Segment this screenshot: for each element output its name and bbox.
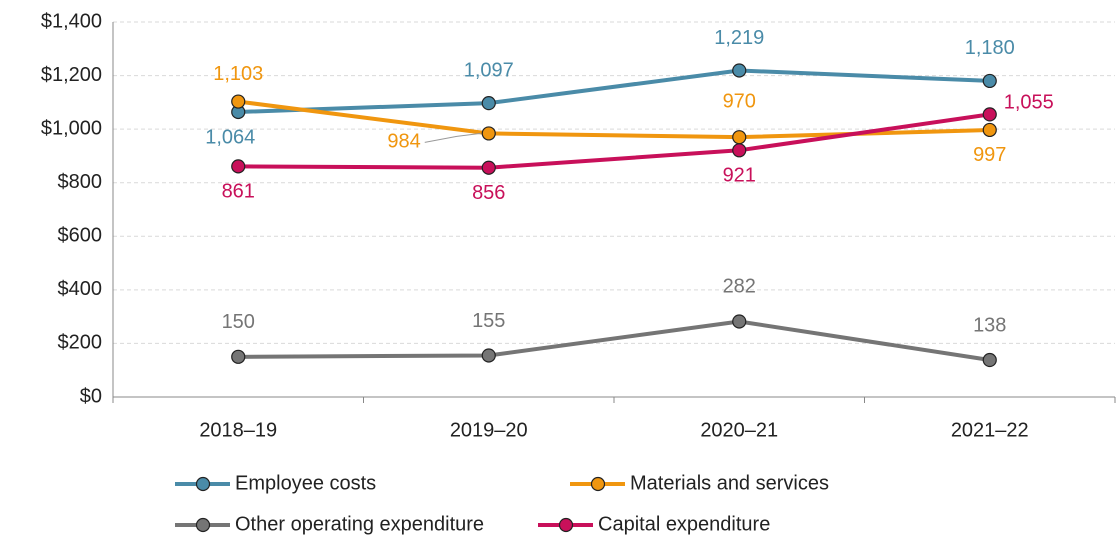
marker [481, 126, 496, 141]
data-label: 282 [723, 276, 756, 298]
legend-label: Employee costs [235, 472, 376, 494]
legend-label: Other operating expenditure [235, 513, 484, 535]
leader-line [424, 132, 481, 143]
data-label: 921 [723, 165, 756, 187]
marker [481, 96, 496, 111]
data-label: 856 [472, 182, 505, 204]
marker [481, 348, 496, 363]
data-label: 1,103 [213, 63, 263, 85]
legend-marker [590, 476, 606, 492]
marker [732, 63, 747, 78]
y-tick-label: $600 [58, 225, 103, 247]
y-tick-label: $800 [58, 171, 103, 193]
marker [231, 159, 246, 174]
data-label: 1,064 [205, 126, 255, 148]
marker [982, 122, 997, 138]
legend-marker [195, 476, 211, 492]
marker [481, 160, 496, 175]
data-label: 1,219 [714, 27, 764, 49]
data-label: 997 [973, 144, 1006, 166]
legend-label: Materials and services [630, 472, 829, 494]
marker [231, 349, 246, 364]
data-label: 1,180 [965, 37, 1015, 59]
x-tick-label: 2019–20 [450, 419, 528, 441]
data-label: 1,055 [1004, 92, 1054, 114]
data-label: 1,097 [464, 59, 514, 81]
data-label: 155 [472, 310, 505, 332]
data-label: 970 [723, 90, 756, 112]
y-tick-label: $400 [58, 278, 103, 300]
data-label: 150 [222, 311, 255, 333]
data-label: 984 [387, 131, 420, 153]
marker [982, 73, 997, 89]
marker [982, 107, 997, 122]
marker [231, 94, 246, 109]
data-label: 138 [973, 314, 1006, 336]
marker [732, 143, 747, 158]
y-tick-label: $200 [58, 332, 103, 354]
y-tick-label: $1,000 [41, 117, 102, 139]
y-tick-label: $1,200 [41, 64, 102, 86]
legend-label: Capital expenditure [598, 513, 770, 535]
marker [732, 130, 747, 145]
x-tick-label: 2018–19 [199, 419, 277, 441]
series-line [238, 319, 991, 363]
y-tick-label: $0 [80, 385, 102, 407]
x-tick-label: 2020–21 [700, 419, 778, 441]
series-line [238, 68, 990, 114]
legend-marker [195, 517, 211, 533]
x-tick-label: 2021–22 [951, 419, 1029, 441]
data-label: 861 [222, 181, 255, 203]
legend-marker [558, 517, 574, 533]
series-line [238, 112, 991, 170]
marker [982, 352, 997, 368]
marker [732, 314, 747, 329]
y-tick-label: $1,400 [41, 10, 102, 32]
